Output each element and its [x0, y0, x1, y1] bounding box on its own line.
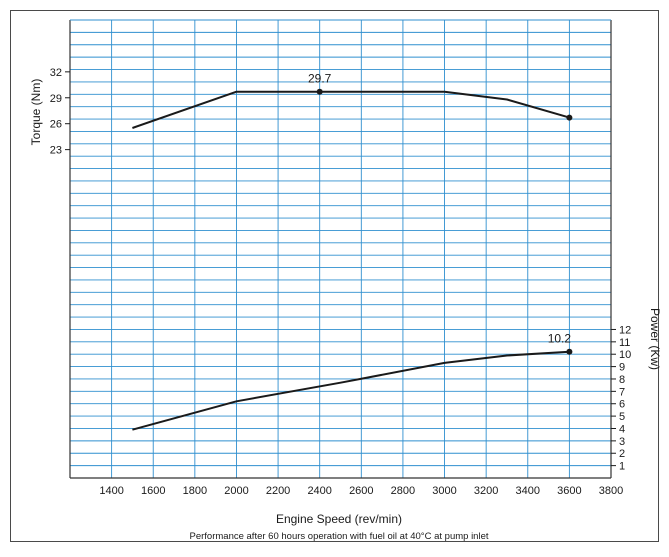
right-tick-label: 4	[619, 423, 625, 435]
x-tick-label: 2400	[307, 485, 331, 497]
x-tick-label: 3400	[516, 485, 540, 497]
left-tick-label: 32	[50, 67, 62, 79]
x-tick-label: 3600	[557, 485, 581, 497]
torque-point-label: 29.7	[308, 72, 332, 86]
right-tick-label: 8	[619, 374, 625, 386]
right-tick-label: 9	[619, 362, 625, 374]
right-tick-label: 2	[619, 448, 625, 460]
x-tick-labels: 1400 1600 1800 2000 2200 2400 2600 2800 3000 3200…	[99, 485, 623, 497]
torque-point-marker	[566, 114, 573, 121]
x-axis-label: Engine Speed (rev/min)	[276, 512, 402, 526]
x-tick-label: 2600	[349, 485, 373, 497]
x-tick-label: 2000	[224, 485, 248, 497]
right-tick-label: 1	[619, 461, 625, 473]
x-tick-label: 3200	[474, 485, 498, 497]
x-tick-label: 3800	[599, 485, 623, 497]
right-tick-label: 10	[619, 349, 631, 361]
outer-border	[10, 10, 659, 542]
series-lines	[132, 90, 570, 431]
x-tick-label: 1600	[141, 485, 165, 497]
x-tick-label: 1800	[183, 485, 207, 497]
left-axis-label: Torque (Nm)	[29, 79, 43, 146]
plot-border	[69, 19, 612, 479]
power-point-label: 10.2	[548, 332, 572, 346]
right-tick-label: 6	[619, 399, 625, 411]
right-axis-label: Power (Kw)	[648, 308, 662, 370]
right-tick-label: 5	[619, 411, 625, 423]
power-series-line	[132, 350, 570, 431]
grid	[70, 20, 611, 478]
right-tick-label: 12	[619, 324, 631, 336]
x-tick-label: 2200	[266, 485, 290, 497]
left-tick-labels: 23 26 29 32	[50, 67, 70, 157]
power-point-marker	[566, 348, 573, 355]
torque-point-marker	[316, 88, 323, 95]
right-tick-label: 3	[619, 436, 625, 448]
right-tick-label: 7	[619, 386, 625, 398]
x-tick-label: 2800	[391, 485, 415, 497]
x-tick-label: 1400	[99, 485, 123, 497]
left-tick-label: 23	[50, 145, 62, 157]
torque-series-line	[132, 90, 570, 129]
left-tick-label: 26	[50, 119, 62, 131]
chart-note: Performance after 60 hours operation wit…	[190, 531, 489, 542]
point-annotations: 29.7 10.2	[308, 72, 571, 346]
left-tick-label: 29	[50, 93, 62, 105]
x-tick-label: 3000	[432, 485, 456, 497]
right-tick-label: 11	[619, 337, 630, 349]
series-markers	[316, 88, 573, 355]
